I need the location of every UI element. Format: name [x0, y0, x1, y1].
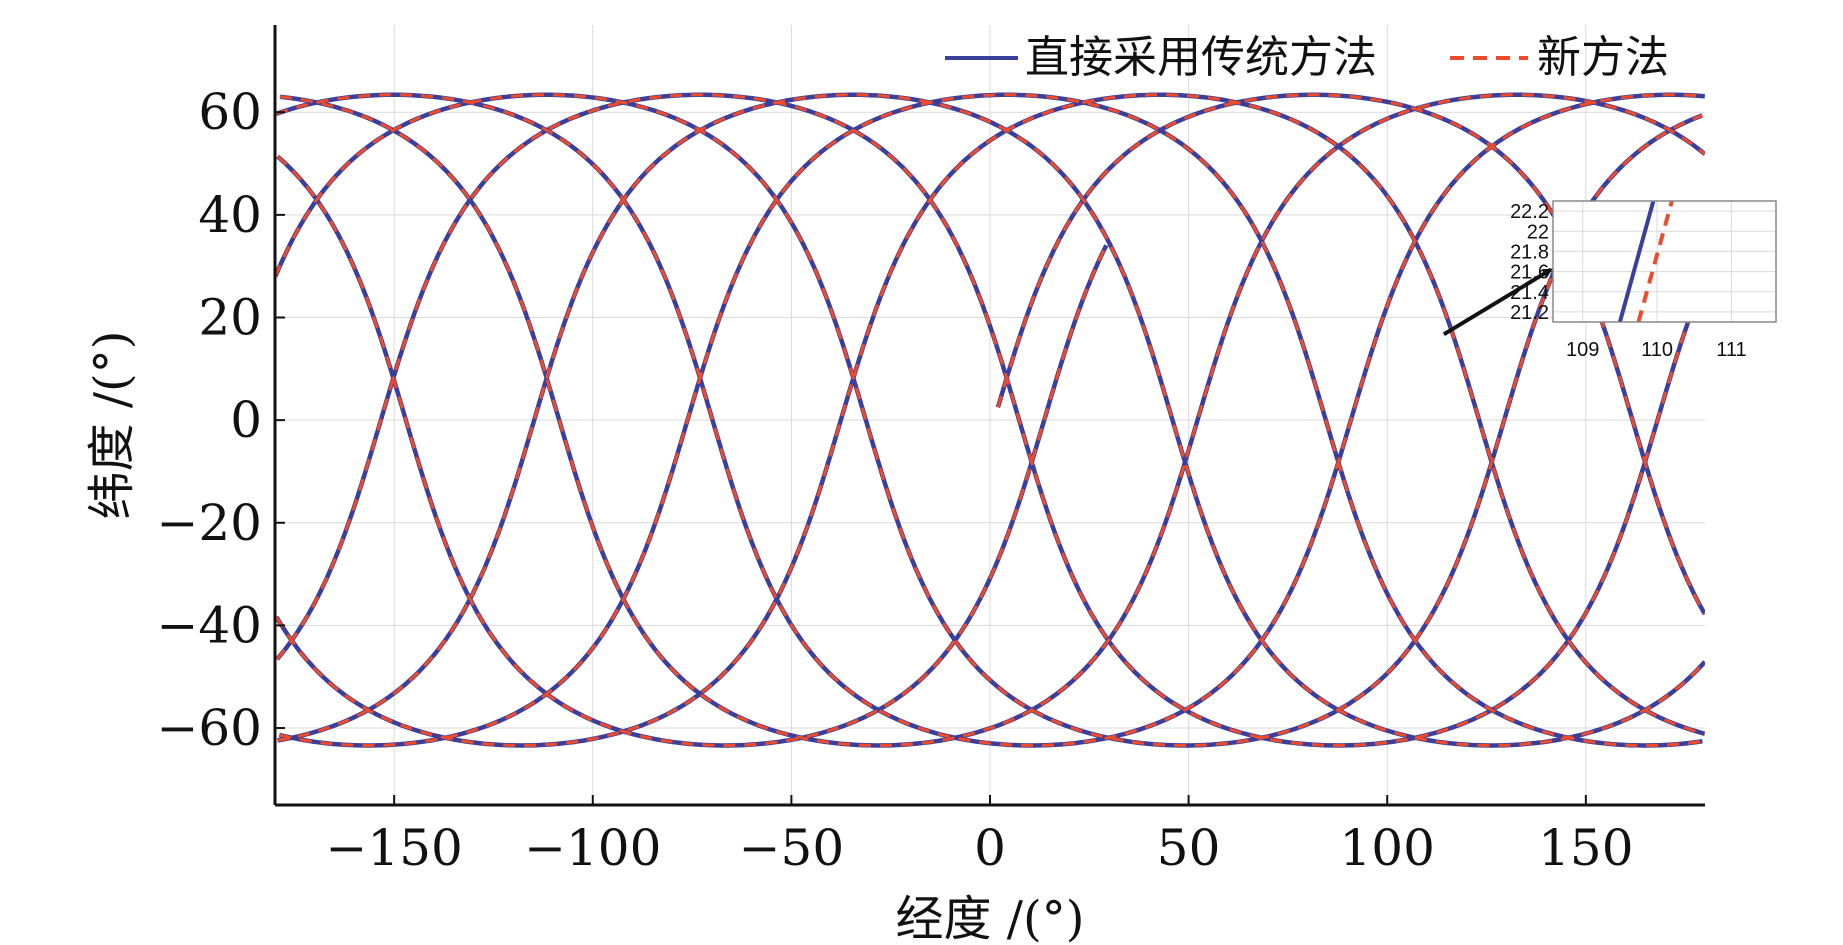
inset-x-tick-label: 109: [1566, 339, 1599, 361]
y-tick-label: −40: [156, 596, 262, 654]
inset-y-tick-label: 22.2: [1510, 201, 1549, 223]
inset-line-traditional: [1617, 201, 1656, 322]
y-tick-label: −60: [156, 699, 262, 757]
x-tick-label: −50: [739, 819, 845, 877]
inset-x-tick-label: 110: [1641, 339, 1673, 361]
x-tick-label: 0: [974, 819, 1006, 877]
track-new: [279, 93, 1705, 748]
x-tick-label: 100: [1340, 819, 1435, 877]
x-tick-labels: −150 −100 −50 0 50 100 150: [325, 819, 1633, 877]
inset-line-new: [1636, 201, 1674, 322]
x-tick-label: 50: [1157, 819, 1221, 877]
track-new: [996, 93, 1705, 615]
inset-x-tick-label: 111: [1716, 339, 1746, 361]
track-new: [277, 93, 1705, 747]
x-tick-label: 150: [1538, 819, 1633, 877]
track-traditional: [276, 154, 1109, 748]
axes: [273, 25, 1705, 807]
inset-y-tick-label: 22: [1527, 221, 1549, 243]
inset-background: [1553, 201, 1776, 322]
track-new: [275, 93, 1703, 747]
y-axis-label: 纬度 /(°): [84, 331, 140, 520]
track-new: [278, 93, 1703, 748]
y-tick-label: 40: [198, 186, 262, 244]
track-new: [276, 155, 1108, 747]
inset-grid: [1553, 201, 1776, 322]
y-tick-label: −20: [156, 494, 262, 552]
inset-lines: [1617, 201, 1674, 322]
inset-y-tick-label: 21.8: [1510, 241, 1549, 263]
inset-pointer-arrow: [1442, 267, 1553, 337]
inset-frame: [1552, 200, 1777, 323]
y-tick-labels: −60 −40 −20 0 20 40 60: [156, 83, 262, 757]
track-layer: [275, 92, 1705, 748]
track-new: [275, 93, 1705, 747]
x-axis-label: 经度 /(°): [896, 891, 1085, 945]
track-new: [275, 93, 1705, 748]
legend-label-new: 新方法: [1537, 32, 1669, 83]
legend: 直接采用传统方法 新方法: [945, 32, 1669, 83]
y-tick-label: 60: [198, 83, 262, 141]
track-new: [275, 93, 1705, 748]
x-tick-label: −100: [524, 819, 661, 877]
y-tick-label: 20: [198, 289, 262, 347]
grid-lines: [275, 25, 1705, 805]
inset-y-tick-label: 21.2: [1510, 302, 1549, 324]
legend-label-traditional: 直接采用传统方法: [1025, 32, 1377, 83]
y-tick-label: 0: [230, 391, 262, 449]
x-tick-label: −150: [325, 819, 462, 877]
